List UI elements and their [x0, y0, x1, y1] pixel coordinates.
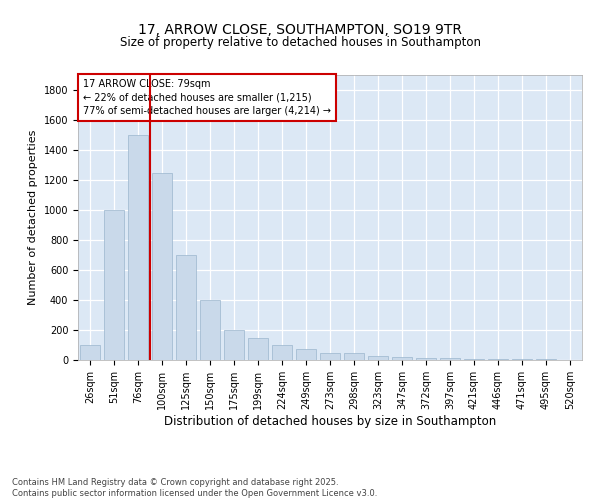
Bar — [440, 358, 460, 360]
Bar — [152, 172, 172, 360]
Text: 17, ARROW CLOSE, SOUTHAMPTON, SO19 9TR: 17, ARROW CLOSE, SOUTHAMPTON, SO19 9TR — [138, 22, 462, 36]
Bar — [320, 352, 340, 360]
Bar — [200, 300, 220, 360]
Bar — [344, 352, 364, 360]
Bar — [176, 255, 196, 360]
Bar — [104, 210, 124, 360]
X-axis label: Distribution of detached houses by size in Southampton: Distribution of detached houses by size … — [164, 414, 496, 428]
Bar — [248, 338, 268, 360]
Y-axis label: Number of detached properties: Number of detached properties — [28, 130, 38, 305]
Bar — [464, 358, 484, 360]
Bar — [512, 359, 532, 360]
Text: 17 ARROW CLOSE: 79sqm
← 22% of detached houses are smaller (1,215)
77% of semi-d: 17 ARROW CLOSE: 79sqm ← 22% of detached … — [83, 80, 331, 116]
Bar — [416, 358, 436, 360]
Bar — [488, 359, 508, 360]
Bar — [272, 345, 292, 360]
Bar — [224, 330, 244, 360]
Bar — [368, 356, 388, 360]
Bar — [80, 345, 100, 360]
Bar — [128, 135, 148, 360]
Text: Size of property relative to detached houses in Southampton: Size of property relative to detached ho… — [119, 36, 481, 49]
Bar — [296, 349, 316, 360]
Text: Contains HM Land Registry data © Crown copyright and database right 2025.
Contai: Contains HM Land Registry data © Crown c… — [12, 478, 377, 498]
Bar — [392, 358, 412, 360]
